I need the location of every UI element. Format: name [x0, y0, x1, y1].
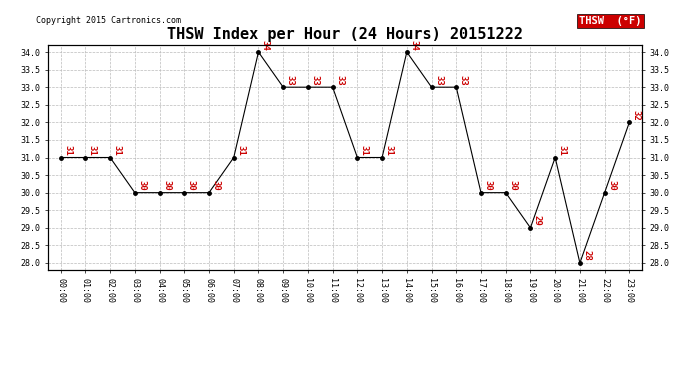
Text: Copyright 2015 Cartronics.com: Copyright 2015 Cartronics.com — [37, 16, 181, 25]
Text: 30: 30 — [509, 180, 518, 191]
Text: 28: 28 — [582, 251, 591, 261]
Text: 30: 30 — [484, 180, 493, 191]
Text: 29: 29 — [533, 215, 542, 226]
Text: 30: 30 — [162, 180, 171, 191]
Text: 33: 33 — [310, 75, 319, 86]
Text: 32: 32 — [632, 110, 641, 121]
Text: 30: 30 — [137, 180, 146, 191]
Text: 33: 33 — [286, 75, 295, 86]
Text: THSW  (°F): THSW (°F) — [579, 16, 642, 26]
Text: 30: 30 — [607, 180, 616, 191]
Text: 31: 31 — [88, 145, 97, 156]
Text: 31: 31 — [112, 145, 121, 156]
Text: 31: 31 — [236, 145, 245, 156]
Text: 30: 30 — [187, 180, 196, 191]
Text: 31: 31 — [63, 145, 72, 156]
Text: 31: 31 — [558, 145, 566, 156]
Text: 33: 33 — [335, 75, 344, 86]
Text: 34: 34 — [261, 39, 270, 50]
Title: THSW Index per Hour (24 Hours) 20151222: THSW Index per Hour (24 Hours) 20151222 — [167, 27, 523, 42]
Text: 31: 31 — [384, 145, 393, 156]
Text: 30: 30 — [212, 180, 221, 191]
Text: 34: 34 — [409, 39, 418, 50]
Text: 33: 33 — [434, 75, 443, 86]
Text: 31: 31 — [360, 145, 369, 156]
Text: 33: 33 — [459, 75, 468, 86]
